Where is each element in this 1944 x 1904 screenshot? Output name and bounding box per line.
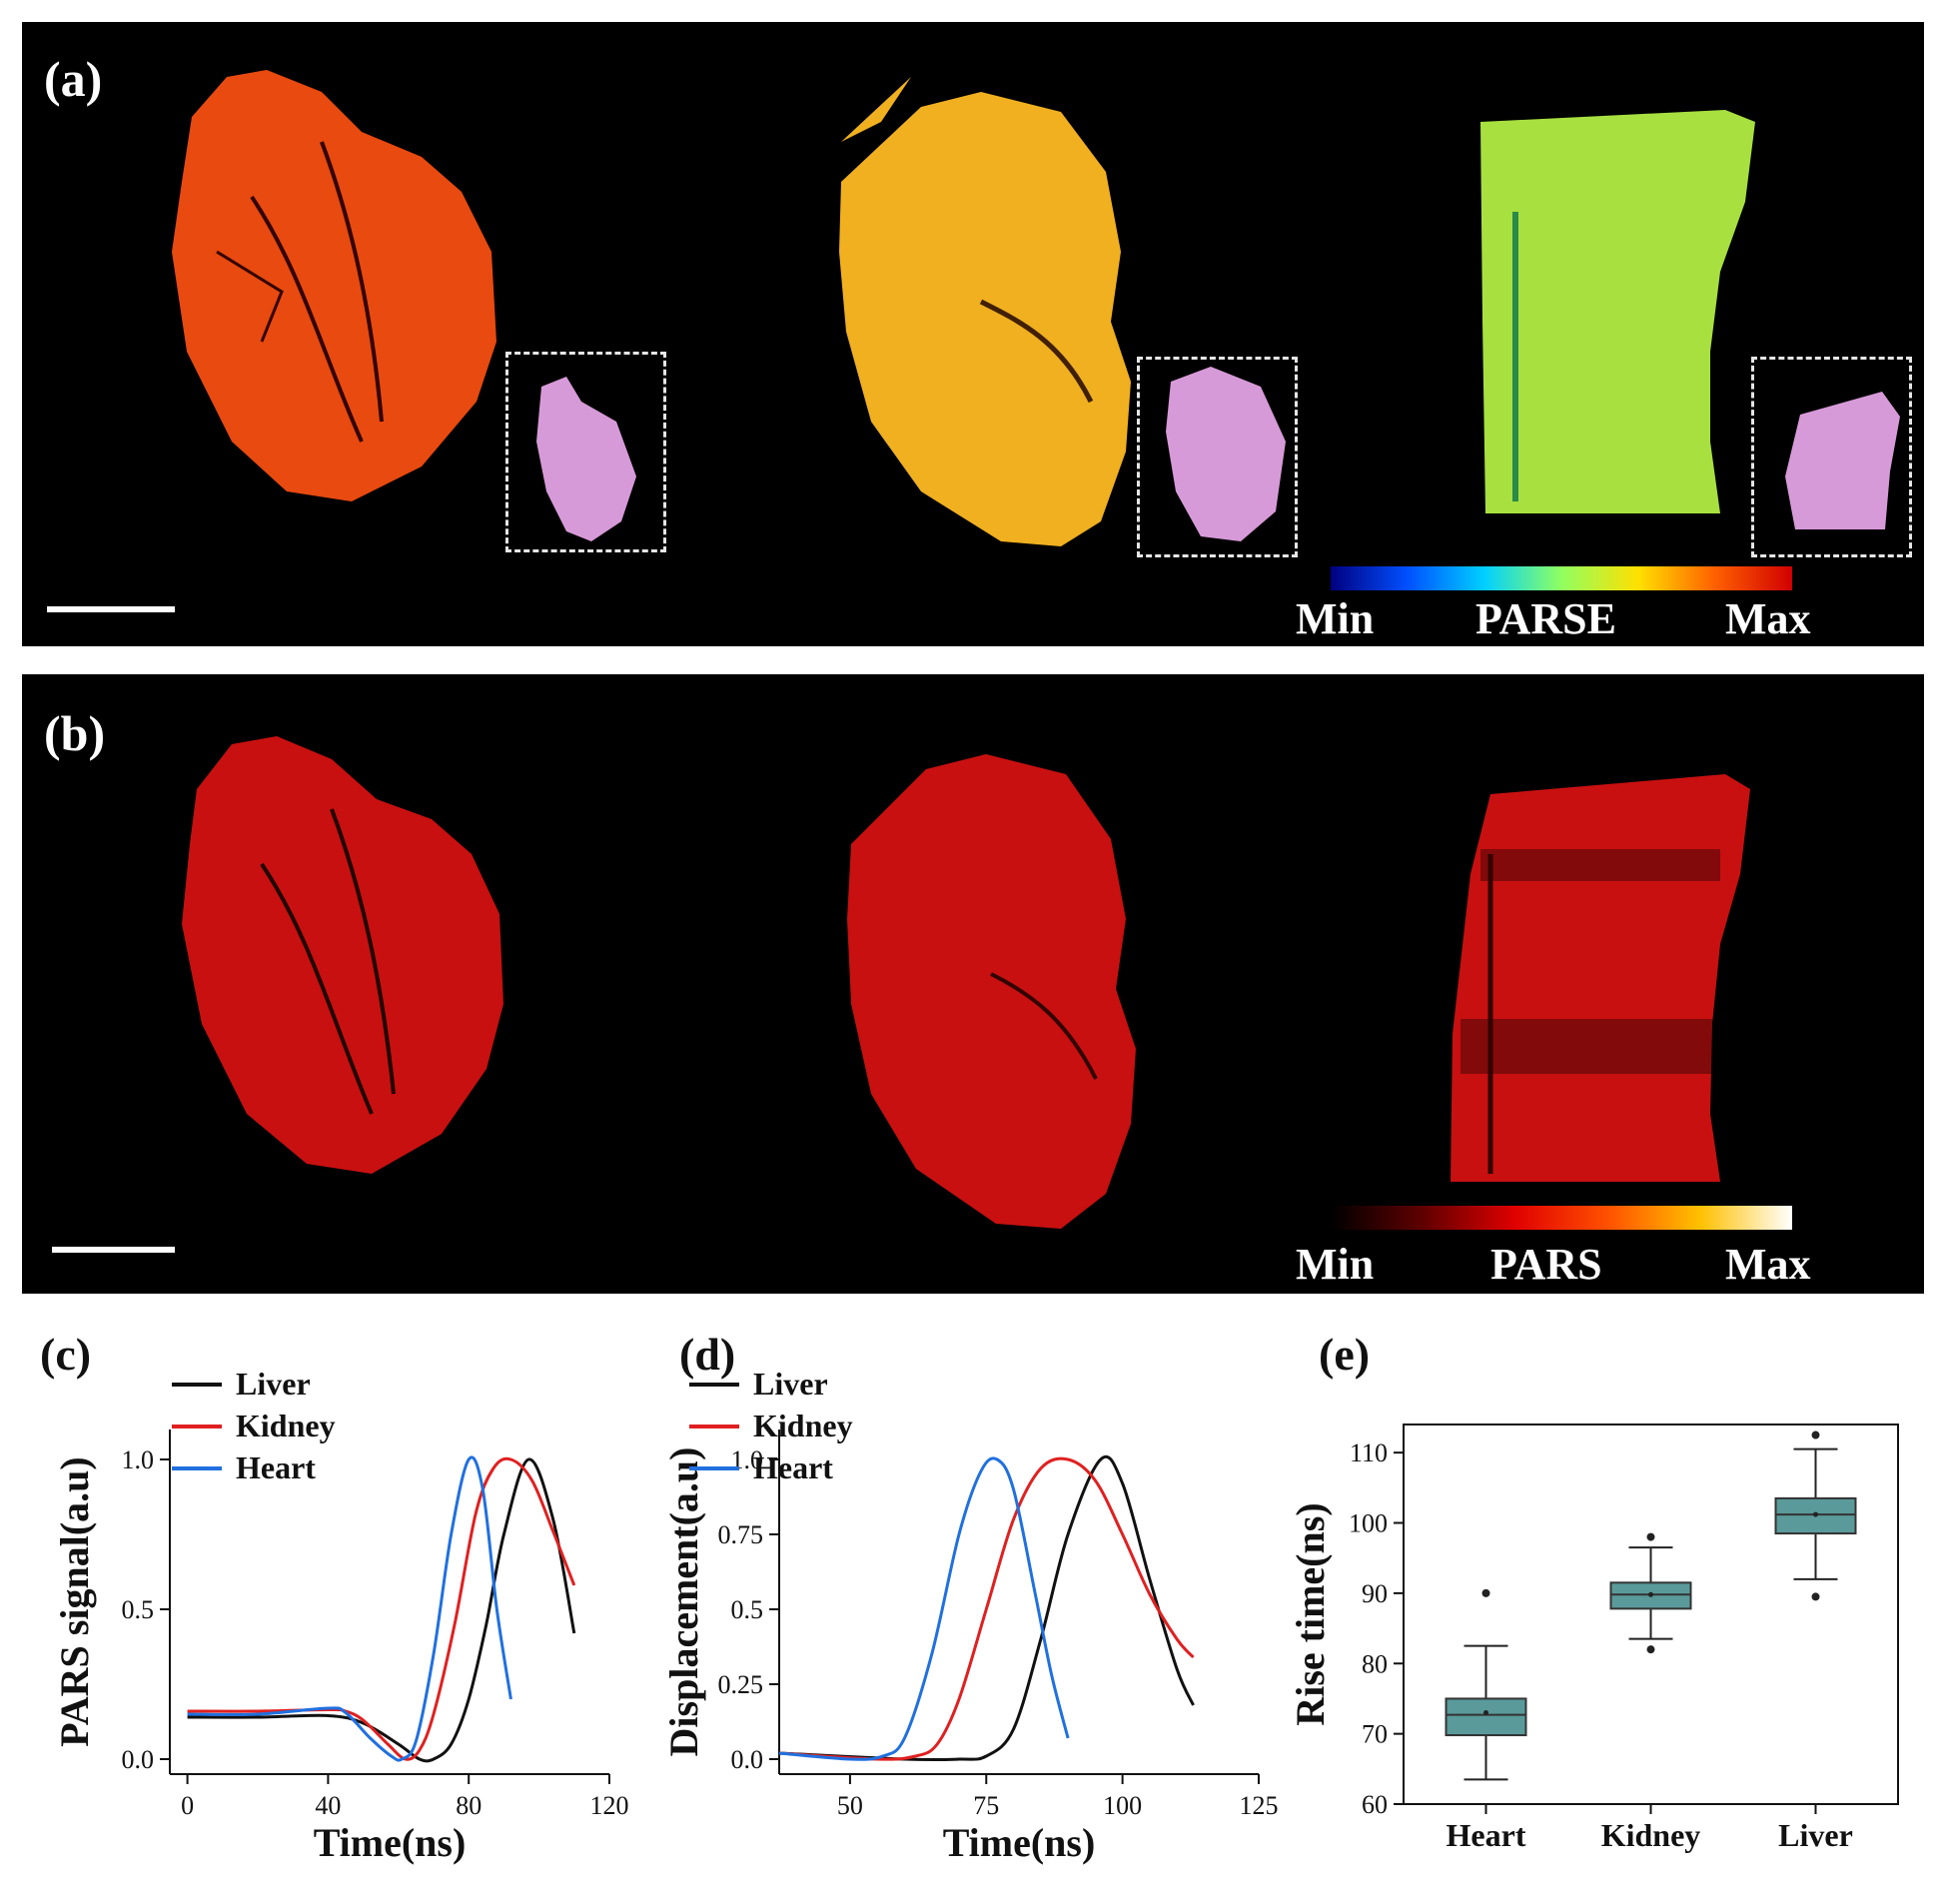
panel-a-image: (a) Min PARSE Max xyxy=(22,22,1924,646)
panel-b-tissue-images xyxy=(182,736,1750,1229)
parse-colorbar xyxy=(1331,566,1792,590)
x-tick-label: 125 xyxy=(1240,1791,1279,1820)
kidney-inset-frame xyxy=(1137,357,1298,557)
x-tick-label: 120 xyxy=(590,1791,629,1820)
panel-a-tissue-images xyxy=(172,70,1900,546)
series-line-liver xyxy=(187,1457,576,1763)
panel-a-label: (a) xyxy=(44,51,103,107)
y-tick-label: 100 xyxy=(1349,1509,1388,1538)
y-axis-title: PARS signal(a.u) xyxy=(52,1456,97,1746)
colorbar-min-label: Min xyxy=(1296,1240,1375,1289)
pars-colorbar xyxy=(1331,1206,1792,1230)
series-line-heart xyxy=(778,1456,1070,1761)
x-tick-label: Heart xyxy=(1447,1817,1526,1853)
outlier-point xyxy=(1646,1532,1655,1541)
heart-pars-image xyxy=(182,736,503,1174)
panel-b-label: (b) xyxy=(44,705,106,761)
x-axis-title: Time(ns) xyxy=(943,1820,1096,1865)
y-axis-title: Displacement(a.u) xyxy=(661,1447,706,1757)
x-tick-label: Kidney xyxy=(1601,1817,1701,1853)
box-heart xyxy=(1445,1697,1527,1737)
legend-label: Kidney xyxy=(236,1408,336,1443)
mean-marker xyxy=(1483,1710,1488,1716)
kidney-parse-image xyxy=(839,92,1131,546)
chart-d: (d)50 75 100 1250.00.250.50.751.0Time(ns)Di… xyxy=(661,1329,1279,1865)
outlier-point xyxy=(1481,1588,1490,1597)
x-tick-label: Liver xyxy=(1778,1817,1853,1853)
y-tick-label: 80 xyxy=(1362,1649,1388,1678)
y-tick-label: 0.75 xyxy=(718,1520,764,1549)
x-axis-title: Time(ns) xyxy=(314,1820,467,1865)
series-line-heart xyxy=(187,1455,512,1762)
mean-marker xyxy=(1648,1591,1653,1597)
y-tick-label: 90 xyxy=(1362,1579,1388,1608)
colorbar-title: PARS xyxy=(1490,1240,1602,1289)
x-tick-label: 40 xyxy=(315,1791,341,1820)
outlier-point xyxy=(1646,1645,1655,1654)
heart-inset-frame xyxy=(505,352,666,552)
panel-b-image: (b) Min PARS Max xyxy=(22,674,1924,1294)
series-line-kidney xyxy=(778,1456,1195,1761)
liver-parse-image xyxy=(1480,110,1755,513)
y-tick-label: 0.5 xyxy=(122,1595,155,1624)
colorbar-max-label: Max xyxy=(1725,1240,1811,1289)
kidney-pars-image xyxy=(847,754,1136,1229)
y-tick-label: 0.0 xyxy=(731,1745,764,1774)
chart-e: (e) 60 70 80 90 100 110 Rise time(ns) Heart Kidne… xyxy=(1288,1329,1899,1853)
x-tick-label: 75 xyxy=(973,1791,999,1820)
panel-label: (d) xyxy=(679,1329,735,1380)
panel-label: (c) xyxy=(40,1329,91,1380)
chart-c: (c) 0 40 80 120 0.0 0.5 1.0 Time(ns) PARS signal(… xyxy=(40,1329,629,1865)
outlier-point xyxy=(1811,1430,1820,1439)
colorbar-title: PARSE xyxy=(1475,594,1616,643)
y-tick-label: 60 xyxy=(1362,1790,1388,1819)
liver-inset-frame xyxy=(1751,357,1912,557)
y-tick-label: 1.0 xyxy=(122,1445,155,1474)
y-tick-label: 0.0 xyxy=(122,1745,155,1774)
legend-label: Liver xyxy=(236,1366,311,1402)
y-tick-label: 0.5 xyxy=(731,1595,764,1624)
colorbar-min-label: Min xyxy=(1296,594,1375,643)
legend-label: Liver xyxy=(753,1366,828,1402)
x-tick-label: 0 xyxy=(181,1791,194,1820)
kidney-he-inset xyxy=(1166,367,1286,541)
y-tick-label: 70 xyxy=(1362,1720,1388,1749)
y-axis-title: Rise time(ns) xyxy=(1288,1502,1333,1725)
legend-label: Heart xyxy=(236,1449,316,1485)
panel-label: (e) xyxy=(1319,1329,1370,1380)
heart-he-inset xyxy=(536,377,636,541)
y-tick-label: 0.25 xyxy=(718,1670,764,1699)
scale-bar xyxy=(52,1247,175,1253)
legend-label: Kidney xyxy=(753,1408,853,1443)
legend-label: Heart xyxy=(753,1449,833,1485)
liver-he-inset xyxy=(1785,392,1900,529)
mean-marker xyxy=(1813,1511,1818,1517)
x-tick-label: 100 xyxy=(1103,1791,1142,1820)
series-line-liver xyxy=(778,1454,1195,1762)
scale-bar xyxy=(47,606,175,612)
y-tick-label: 110 xyxy=(1350,1438,1388,1467)
heart-parse-image xyxy=(172,70,496,501)
outlier-point xyxy=(1811,1592,1820,1601)
x-tick-label: 50 xyxy=(837,1791,863,1820)
colorbar-max-label: Max xyxy=(1725,594,1811,643)
x-tick-label: 80 xyxy=(456,1791,482,1820)
liver-pars-image xyxy=(1451,774,1750,1182)
